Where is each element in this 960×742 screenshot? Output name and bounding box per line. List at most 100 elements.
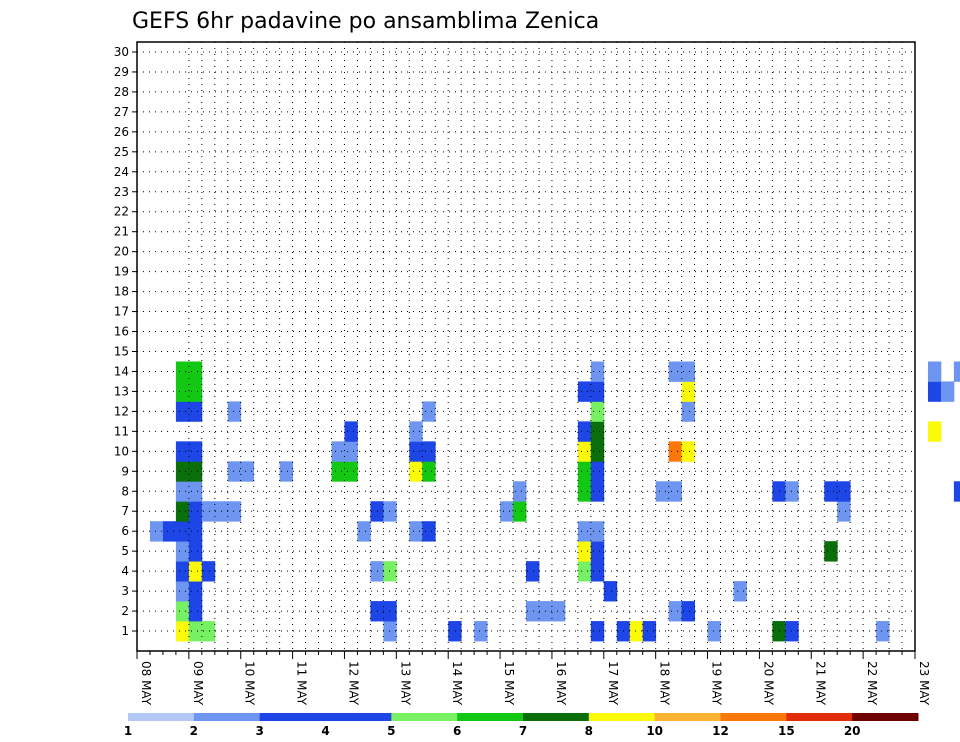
heatmap-cell xyxy=(513,481,527,502)
heatmap-cell xyxy=(409,461,423,482)
x-tick-label: 16 MAY xyxy=(554,661,568,706)
heatmap-cell xyxy=(603,581,618,602)
x-tick-label: 13 MAY xyxy=(398,661,412,706)
heatmap-cell xyxy=(344,441,358,462)
heatmap-cell xyxy=(409,521,423,542)
y-tick-label: 30 xyxy=(114,45,129,59)
heatmap-cell xyxy=(383,621,397,642)
heatmap-cell xyxy=(383,601,397,622)
heatmap-cell xyxy=(551,601,566,622)
heatmap-cell xyxy=(642,621,657,642)
x-tick-label: 19 MAY xyxy=(710,661,724,706)
heatmap-cell xyxy=(681,601,695,622)
y-tick-label: 25 xyxy=(114,145,129,159)
y-tick-label: 9 xyxy=(121,464,129,478)
heatmap-cell xyxy=(188,361,203,382)
heatmap-cell xyxy=(175,541,190,562)
y-tick-label: 21 xyxy=(114,225,129,239)
colorbar-swatch xyxy=(852,713,919,721)
heatmap-cell xyxy=(175,561,190,582)
y-tick-label: 5 xyxy=(121,544,129,558)
y-tick-label: 7 xyxy=(121,504,129,518)
colorbar-label: 12 xyxy=(712,724,729,738)
heatmap-cell xyxy=(175,501,190,522)
y-tick-label: 2 xyxy=(121,604,129,618)
heatmap-cell xyxy=(409,441,423,462)
heatmap-cell xyxy=(577,421,592,442)
colorbar-label: 2 xyxy=(190,724,198,738)
heatmap-cell xyxy=(590,521,605,542)
heatmap-cell xyxy=(668,441,682,462)
colorbar-swatch xyxy=(259,713,326,721)
colorbar-swatch xyxy=(720,713,787,721)
heatmap-cell xyxy=(733,581,747,602)
colorbar-swatch xyxy=(523,713,590,721)
y-tick-label: 4 xyxy=(121,564,129,578)
heatmap-cell xyxy=(175,461,190,482)
colorbar-swatch xyxy=(391,713,458,721)
x-tick-label: 18 MAY xyxy=(658,661,672,706)
heatmap-cell xyxy=(188,621,203,642)
heatmap-cell xyxy=(707,621,721,642)
heatmap-cell xyxy=(940,381,955,402)
y-tick-label: 8 xyxy=(121,484,129,498)
x-tick-label: 23 MAY xyxy=(917,661,931,706)
heatmap-cell xyxy=(577,541,592,562)
heatmap-cell xyxy=(422,461,436,482)
heatmap-cell xyxy=(331,441,345,462)
y-axis: 1234567891011121314151617181920212223242… xyxy=(114,45,137,638)
colorbar-label: 6 xyxy=(453,724,461,738)
heatmap-cell xyxy=(175,521,190,542)
heatmap-cell xyxy=(577,441,592,462)
colorbar-label: 5 xyxy=(387,724,395,738)
plot-frame xyxy=(136,41,916,652)
heatmap-cell xyxy=(188,501,203,522)
heatmap-cell xyxy=(357,521,371,542)
heatmap-cell xyxy=(953,481,960,502)
heatmap-cell xyxy=(590,421,605,442)
x-tick-label: 15 MAY xyxy=(502,661,516,706)
heatmap-cell xyxy=(953,361,960,382)
x-tick-label: 11 MAY xyxy=(295,661,309,706)
heatmap-cell xyxy=(188,381,203,402)
heatmap-cell xyxy=(175,381,190,402)
y-tick-label: 11 xyxy=(114,424,129,438)
x-tick-label: 12 MAY xyxy=(346,661,360,706)
x-tick-label: 09 MAY xyxy=(191,661,205,706)
heatmap-cell xyxy=(681,381,695,402)
y-tick-label: 28 xyxy=(114,85,129,99)
heatmap-cell xyxy=(837,501,851,522)
heatmap-cell xyxy=(590,541,605,562)
heatmap-cell xyxy=(590,441,605,462)
heatmap-cell xyxy=(188,601,203,622)
heatmap-cell xyxy=(344,461,358,482)
heatmap-cell xyxy=(188,481,203,502)
heatmap-cell xyxy=(175,601,190,622)
y-tick-label: 20 xyxy=(114,245,129,259)
heatmap-cell xyxy=(681,361,695,382)
x-tick-label: 22 MAY xyxy=(865,661,879,706)
colorbar-label: 8 xyxy=(585,724,593,738)
heatmap-cell xyxy=(201,501,216,522)
heatmap-cell xyxy=(188,521,203,542)
heatmap-cell xyxy=(590,361,605,382)
heatmap-cell xyxy=(513,501,527,522)
colorbar-label: 3 xyxy=(255,724,263,738)
heatmap-cell xyxy=(188,441,203,462)
y-tick-label: 1 xyxy=(121,624,129,638)
colorbar-swatch xyxy=(786,713,853,721)
heatmap-cell xyxy=(526,601,540,622)
heatmap-cell xyxy=(201,621,216,642)
colorbar-swatch xyxy=(588,713,656,721)
colorbar-label: 1 xyxy=(124,724,132,738)
heatmap-cell xyxy=(240,461,255,482)
colorbar-legend: 1 2 3 4 5 6 7 8 10 12 15 20 xyxy=(124,713,919,738)
heatmap-cell xyxy=(227,461,242,482)
y-tick-label: 24 xyxy=(114,165,129,179)
heatmap-cell xyxy=(201,561,216,582)
x-tick-label: 14 MAY xyxy=(450,661,464,706)
heatmap-cell xyxy=(681,401,695,422)
heatmap-cell xyxy=(590,401,605,422)
heatmap-cell xyxy=(655,481,670,502)
heatmap-cell xyxy=(162,521,177,542)
